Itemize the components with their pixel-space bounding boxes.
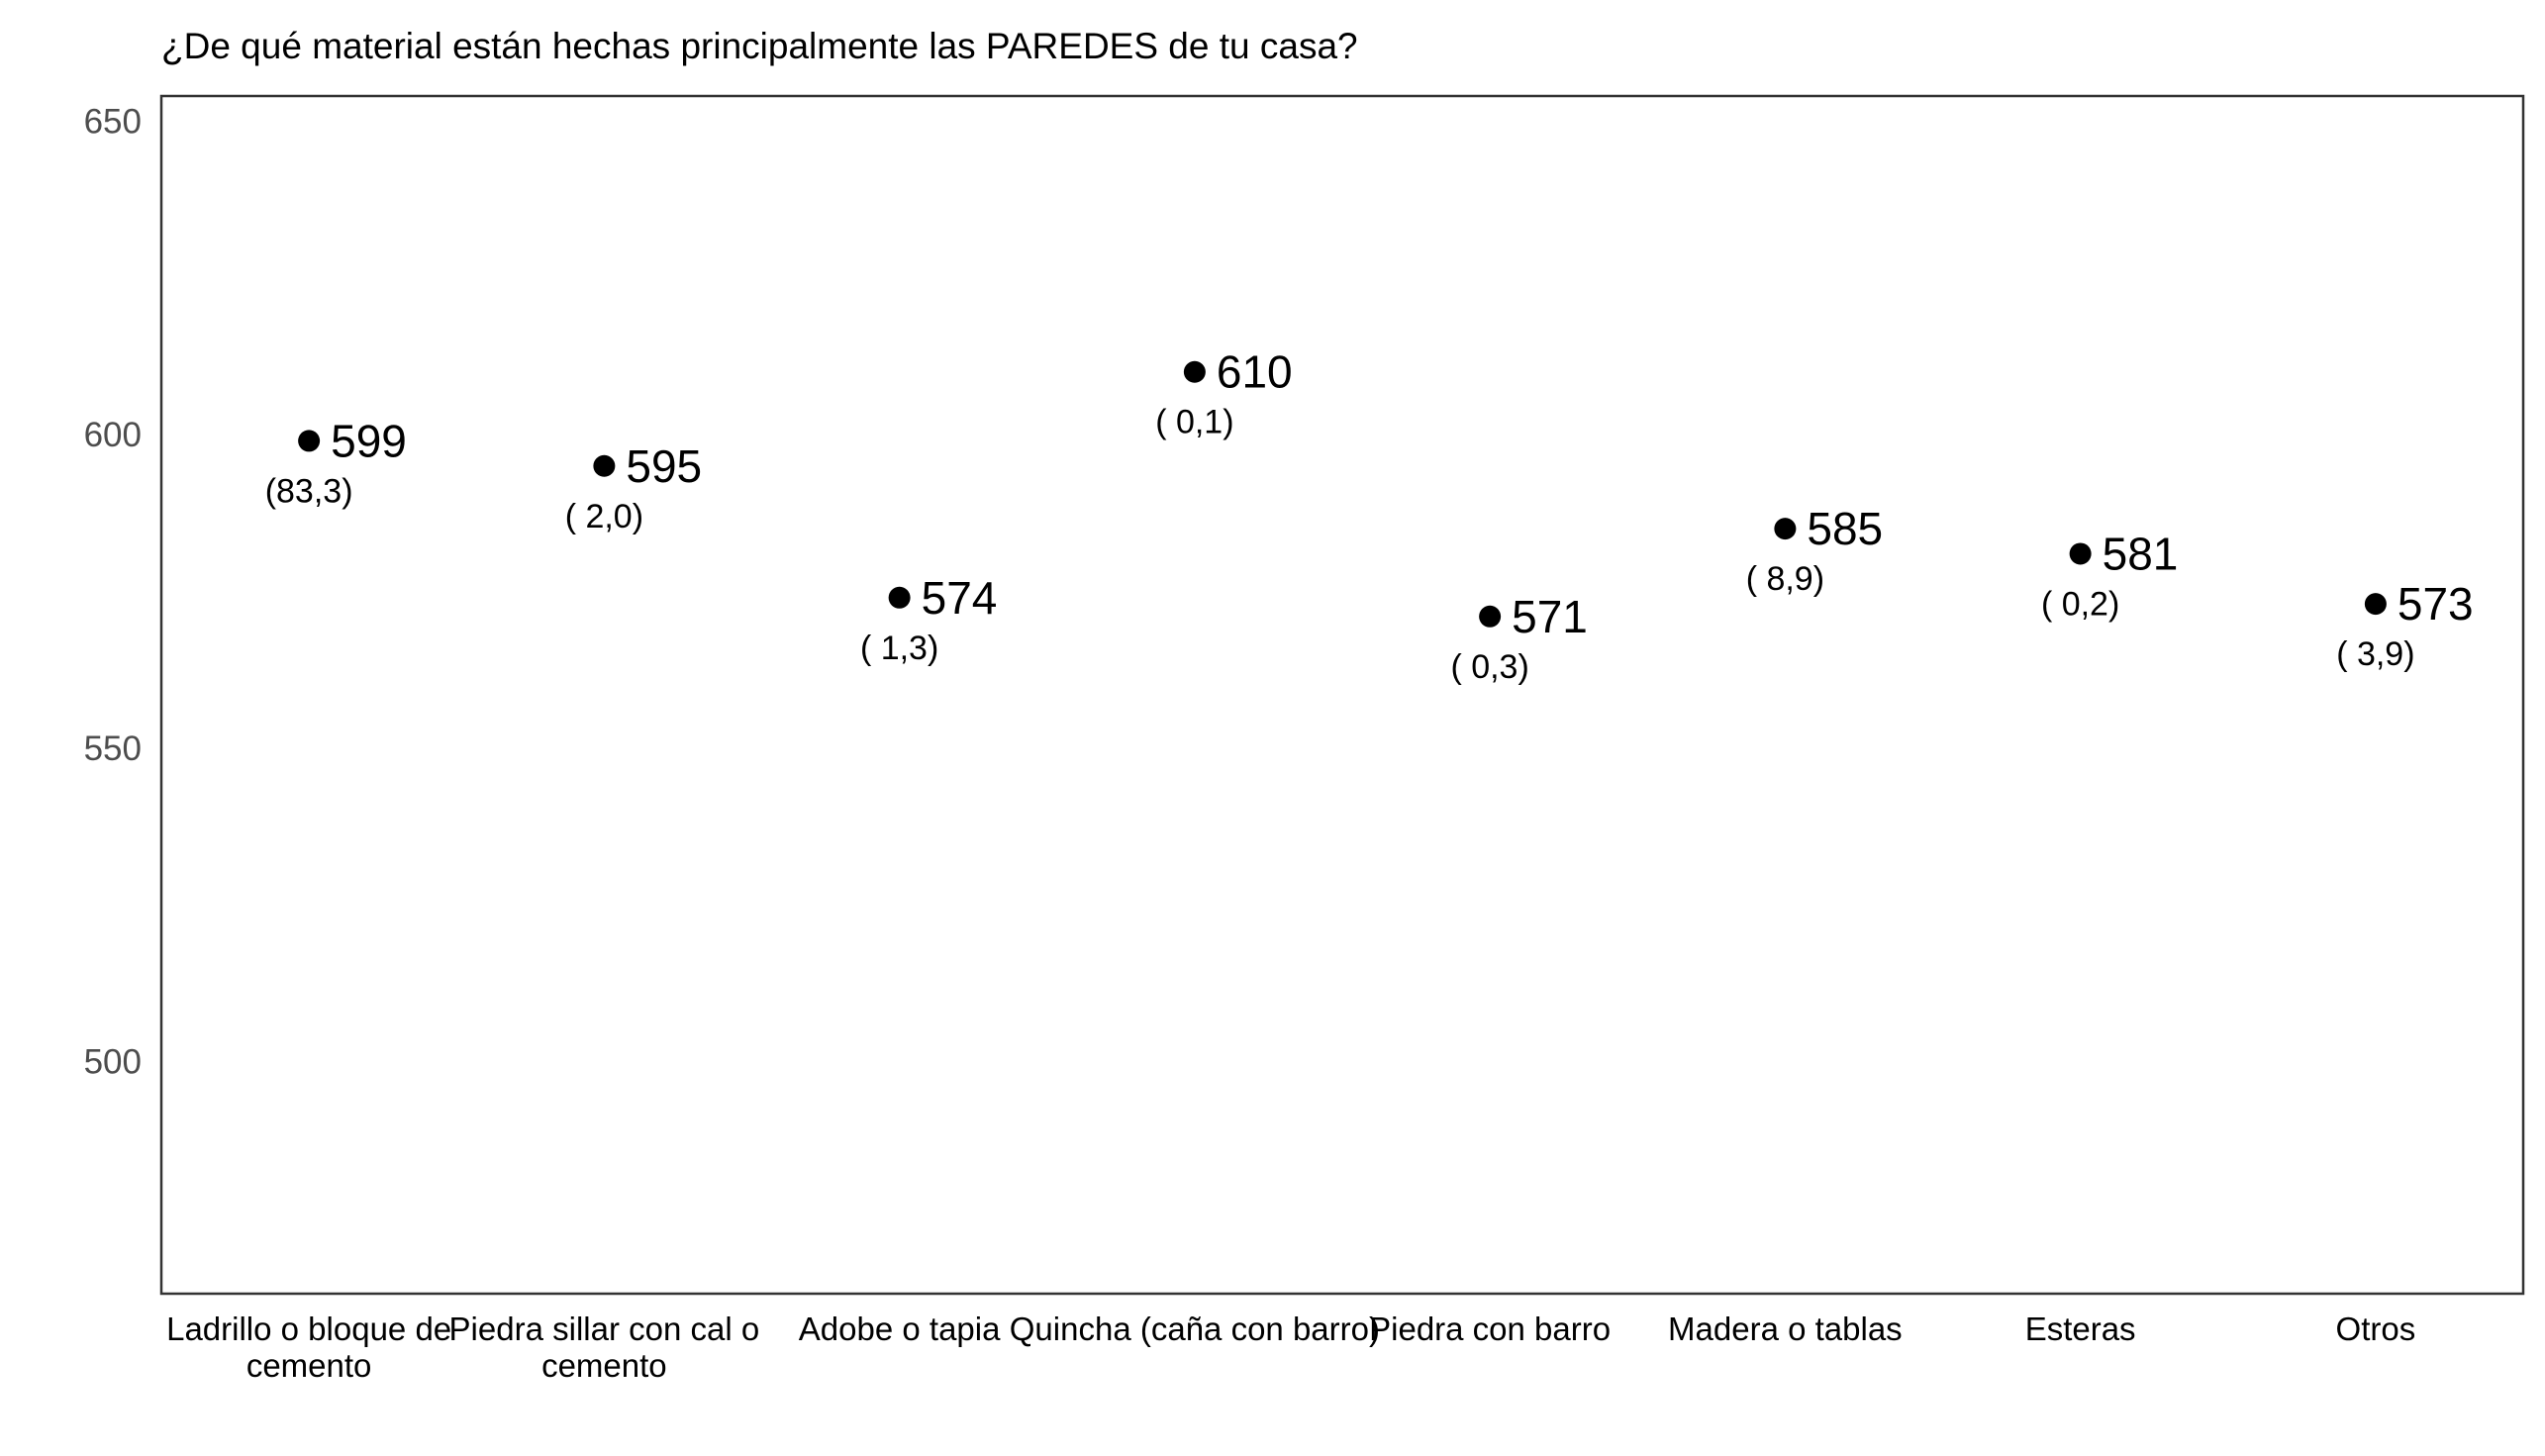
- value-label: 610: [1217, 346, 1293, 398]
- data-point: [1774, 518, 1797, 540]
- value-label: 571: [1512, 591, 1588, 642]
- data-point: [2069, 542, 2092, 565]
- percent-label: ( 0,2): [2041, 585, 2119, 623]
- chart-title: ¿De qué material están hechas principalm…: [161, 26, 1358, 66]
- percent-label: ( 8,9): [1746, 560, 1824, 598]
- x-tick-label: Madera o tablas: [1668, 1310, 1903, 1347]
- percent-label: ( 0,1): [1155, 404, 1233, 441]
- data-point: [298, 430, 321, 452]
- y-tick-label: 500: [84, 1043, 142, 1082]
- y-tick-label: 600: [84, 416, 142, 454]
- data-point: [593, 454, 616, 477]
- x-tick-label: Piedra sillar con cal o cemento: [449, 1310, 760, 1384]
- value-label: 599: [331, 415, 407, 466]
- percent-label: ( 1,3): [860, 630, 938, 667]
- data-point: [888, 586, 911, 609]
- x-tick-label: Otros: [2336, 1310, 2416, 1347]
- x-tick-label: Piedra con barro: [1369, 1310, 1611, 1347]
- x-tick-label: Adobe o tapia: [799, 1310, 1001, 1347]
- percent-label: ( 2,0): [565, 498, 643, 535]
- y-axis: 650 600 550 500: [84, 102, 142, 1081]
- y-tick-label: 650: [84, 102, 142, 141]
- data-point: [1479, 605, 1502, 628]
- percent-label: ( 3,9): [2336, 635, 2414, 673]
- value-label: 574: [922, 572, 998, 624]
- value-label: 573: [2398, 578, 2474, 630]
- percent-label: ( 0,3): [1450, 648, 1528, 686]
- y-tick-label: 550: [84, 729, 142, 768]
- x-tick-label: Quincha (caña con barro): [1010, 1310, 1380, 1347]
- data-points: 599 (83,3) 595 ( 2,0) 574 ( 1,3) 610 ( 0,1) 571 (…: [265, 346, 2474, 686]
- x-tick-label: Ladrillo o bloque de cemento: [166, 1310, 451, 1384]
- value-label: 585: [1807, 503, 1883, 554]
- data-point: [1183, 360, 1206, 383]
- data-point: [2364, 593, 2387, 616]
- value-label: 595: [626, 440, 702, 492]
- value-label: 581: [2103, 528, 2179, 579]
- plot-frame: [159, 94, 2525, 1296]
- x-tick-label: Esteras: [2025, 1310, 2136, 1347]
- percent-label: (83,3): [265, 472, 353, 510]
